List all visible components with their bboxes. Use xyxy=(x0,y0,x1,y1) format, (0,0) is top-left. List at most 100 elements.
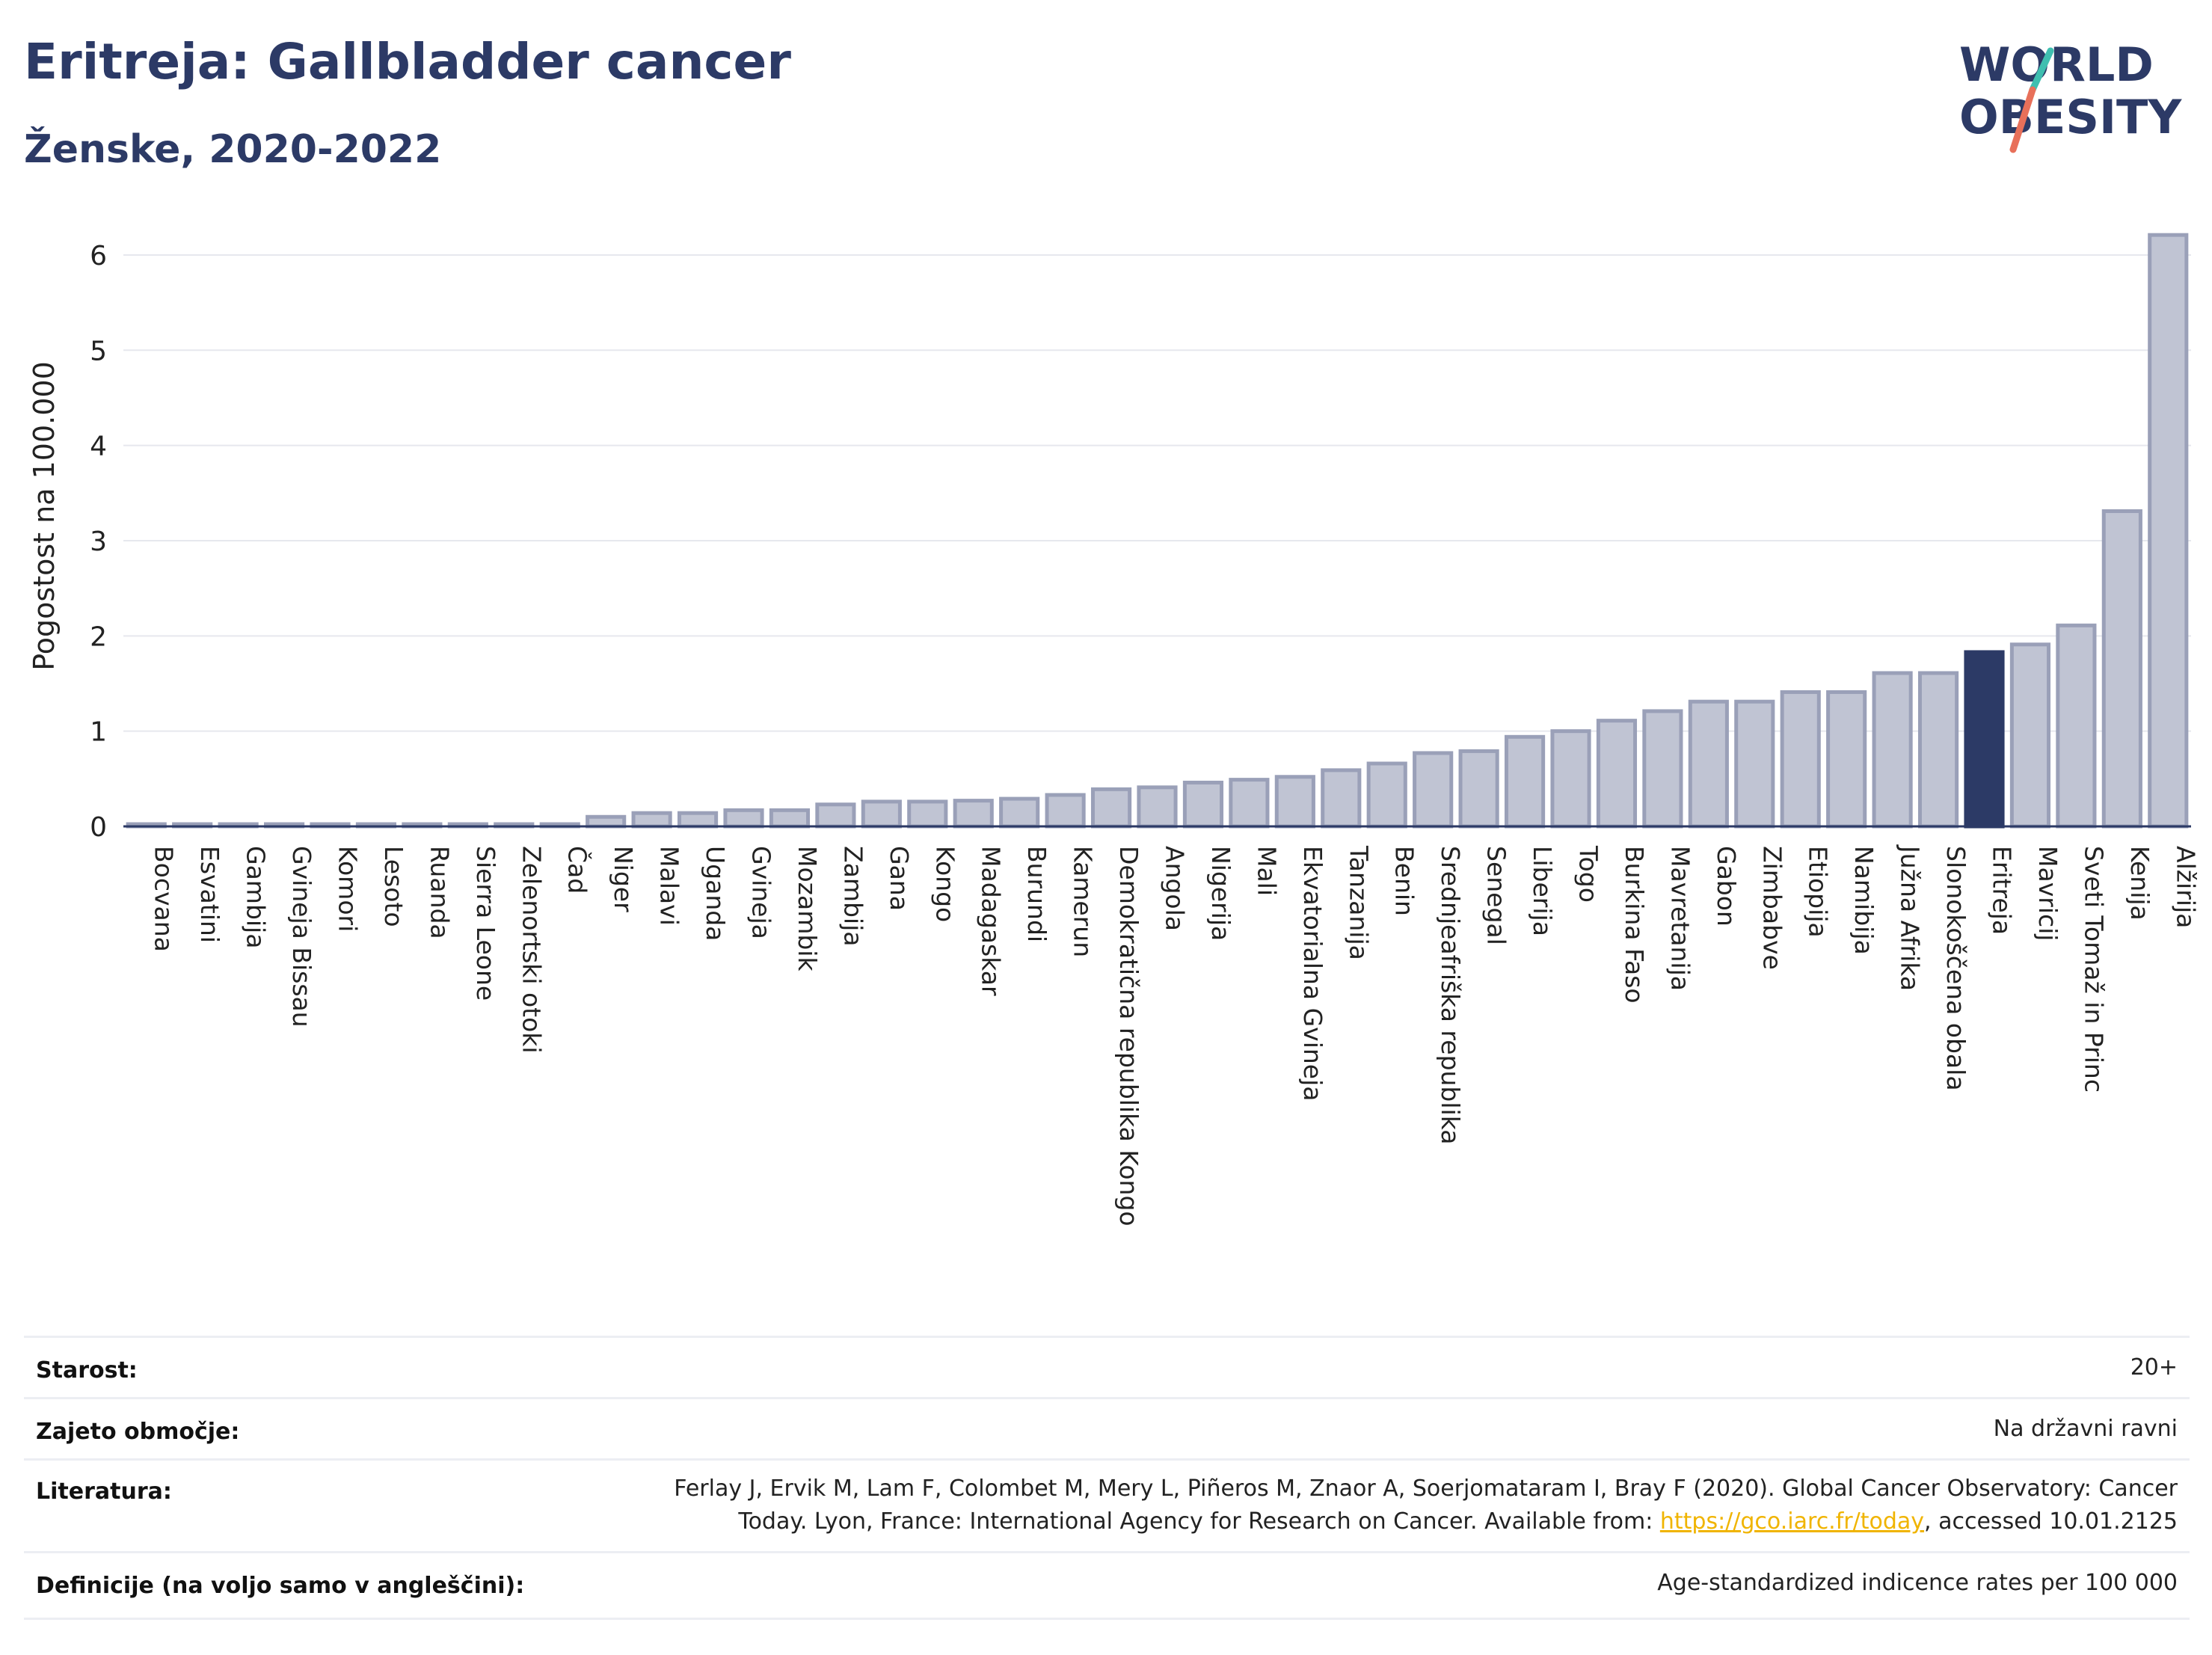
x-tick-label: Slonokoščena obala xyxy=(1941,846,1970,1091)
bar-južna-afrika xyxy=(1872,671,1913,829)
info-row-literature: Literatura: Ferlay J, Ervik M, Lam F, Co… xyxy=(24,1458,2190,1553)
x-tick-label: Angola xyxy=(1161,846,1190,931)
bar-sveti-tomaž-in-princ xyxy=(2056,623,2097,829)
bar-mavricij xyxy=(2009,642,2051,829)
x-tick-label: Gabon xyxy=(1712,846,1741,927)
x-tick-label: Zimbabve xyxy=(1757,846,1787,970)
age-label: Starost: xyxy=(36,1357,138,1384)
x-tick-label: Lesoto xyxy=(379,846,408,927)
x-tick-label: Čad xyxy=(563,846,593,894)
x-tick-label: Namibija xyxy=(1849,846,1878,955)
axes: 0 1 2 3 4 5 6 xyxy=(90,241,2191,843)
literature-line-1: Ferlay J, Ervik M, Lam F, Colombet M, Me… xyxy=(674,1476,2178,1502)
logo-word-obesity: OBESITY xyxy=(1959,90,2182,144)
x-tick-label: Bocvana xyxy=(150,846,179,952)
x-tick-label: Uganda xyxy=(701,846,730,941)
x-tick-label: Gvineja xyxy=(747,846,776,939)
page-title: Eritreja: Gallbladder cancer xyxy=(24,33,791,90)
bar-zambija xyxy=(815,802,856,829)
bar-ekvatorialna-gvineja xyxy=(1274,775,1315,829)
x-tick-label: Gambija xyxy=(242,846,271,948)
y-tick-label: 4 xyxy=(90,432,107,462)
literature-label: Literatura: xyxy=(36,1479,172,1505)
bar-tanzanija xyxy=(1321,768,1362,829)
y-tick-label: 6 xyxy=(90,241,107,271)
bar-angola xyxy=(1137,785,1178,829)
x-tick-label: Tanzanija xyxy=(1344,845,1373,960)
x-tick-label: Burkina Faso xyxy=(1620,846,1649,1004)
page-subtitle: Ženske, 2020-2022 xyxy=(24,127,442,172)
x-tick-label: Togo xyxy=(1574,845,1603,903)
bar-burundi xyxy=(999,796,1040,829)
x-tick-label: Burundi xyxy=(1022,846,1051,942)
world-obesity-logo: WORLD OBESITY xyxy=(1959,37,2182,153)
bar-niger xyxy=(586,814,627,829)
bar-alžirija xyxy=(2148,233,2189,829)
info-row-area: Zajeto območje: Na državni ravni xyxy=(24,1397,2190,1461)
y-tick-label: 0 xyxy=(90,812,107,843)
x-tick-label: Mali xyxy=(1252,846,1281,896)
y-tick-label: 5 xyxy=(90,336,107,366)
x-tick-label: Ekvatorialna Gvineja xyxy=(1298,846,1327,1101)
x-tick-label: Srednjeafriška republika xyxy=(1436,846,1465,1144)
bar-liberija xyxy=(1504,734,1546,829)
bar-gvineja xyxy=(723,808,764,829)
info-row-definitions: Definicije (na voljo samo v angleščini):… xyxy=(24,1551,2190,1620)
x-tick-label: Kamerun xyxy=(1069,846,1098,957)
x-tick-label: Ruanda xyxy=(425,846,454,939)
definitions-value: Age-standardized indicence rates per 100… xyxy=(1657,1570,2178,1596)
x-tick-label: Eritreja xyxy=(1988,846,2017,935)
logo-word-world: WORLD xyxy=(1959,37,2154,92)
y-axis-label: Pogostost na 100.000 xyxy=(28,361,61,671)
x-tick-label: Benin xyxy=(1390,846,1419,916)
area-label: Zajeto območje: xyxy=(36,1419,240,1445)
y-tick-label: 1 xyxy=(90,717,107,748)
bar-mavretanija xyxy=(1642,709,1683,829)
y-tick-label: 3 xyxy=(90,526,107,557)
age-value: 20+ xyxy=(2130,1354,2178,1381)
x-tick-label: Mavricij xyxy=(2033,846,2062,941)
literature-link[interactable]: https://gco.iarc.fr/today xyxy=(1659,1508,1925,1535)
x-tick-label: Senegal xyxy=(1482,846,1511,945)
x-tick-label: Madagaskar xyxy=(977,846,1006,996)
bar-zimbabve xyxy=(1734,699,1775,829)
bar-benin xyxy=(1366,761,1407,829)
bar-kamerun xyxy=(1045,793,1086,829)
bar-demokratična-republika-kongo xyxy=(1090,787,1132,829)
category-labels: Bocvana Esvatini Gambija Gvineja Bissau Komo… xyxy=(150,844,2201,1226)
bar-madagaskar xyxy=(953,799,994,829)
bar-namibija xyxy=(1826,690,1867,829)
x-tick-label: Kenija xyxy=(2125,846,2154,921)
x-tick-label: Malavi xyxy=(655,846,684,926)
bar-nigerija xyxy=(1182,780,1224,829)
bar-kongo xyxy=(907,799,948,829)
x-tick-label: Zelenortski otoki xyxy=(517,846,546,1054)
logo-slash-teal xyxy=(2029,47,2054,93)
literature-value: Ferlay J, Ervik M, Lam F, Colombet M, Me… xyxy=(674,1473,2178,1538)
logo-slash-red xyxy=(2009,86,2036,153)
x-tick-label: Niger xyxy=(609,846,638,912)
x-tick-label: Južna Afrika xyxy=(1896,844,1925,991)
x-tick-label: Liberija xyxy=(1528,846,1557,936)
literature-line-2: Today. Lyon, France: International Agenc… xyxy=(738,1508,2178,1535)
bar-kenija xyxy=(2101,509,2142,829)
bars xyxy=(126,233,2189,829)
bar-burkina-faso xyxy=(1596,719,1638,829)
bar-mali xyxy=(1229,778,1270,829)
definitions-label: Definicije (na voljo samo v angleščini): xyxy=(36,1573,525,1599)
x-tick-label: Alžirija xyxy=(2171,846,2200,928)
x-tick-label: Zambija xyxy=(838,846,867,946)
area-value: Na državni ravni xyxy=(1993,1416,2178,1442)
x-tick-label: Sveti Tomaž in Princ xyxy=(2079,846,2108,1093)
bar-etiopija xyxy=(1780,690,1821,829)
x-tick-label: Mozambik xyxy=(793,846,822,971)
bar-uganda xyxy=(677,811,719,829)
x-tick-label: Demokratična republika Kongo xyxy=(1114,846,1143,1226)
x-tick-label: Gana xyxy=(885,846,914,911)
bar-slonokoščena-obala xyxy=(1917,671,1959,829)
bar-gana xyxy=(861,799,902,829)
x-tick-label: Gvineja Bissau xyxy=(287,846,316,1028)
y-tick-label: 2 xyxy=(90,621,107,652)
gridlines xyxy=(123,254,2191,732)
x-tick-label: Komori xyxy=(334,846,363,932)
